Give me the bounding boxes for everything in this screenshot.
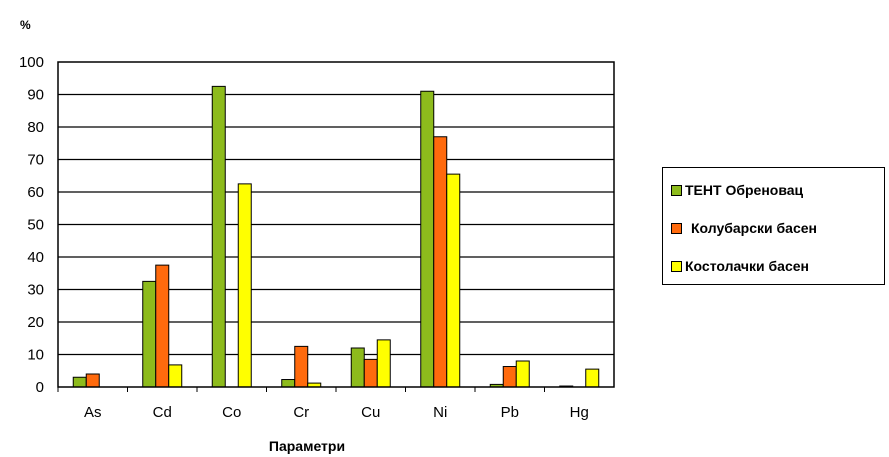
legend-label: ТЕНТ Обреновац (685, 182, 804, 198)
legend: ТЕНТ Обреновац Колубарски басен Костолач… (662, 167, 885, 285)
x-tick-label: Ni (433, 404, 447, 421)
y-tick-labels: 0 10 20 30 40 50 60 70 80 90 100 (19, 54, 44, 396)
gridlines (58, 93, 614, 356)
legend-item-kostolac: Костолачки басен (671, 258, 809, 274)
bar-as-series-2 (85, 373, 100, 388)
y-tick-label: 90 (27, 87, 44, 104)
x-tick-label: Cr (293, 404, 309, 421)
bar-hg-series-3 (585, 368, 600, 388)
legend-label: Колубарски басен (691, 220, 817, 236)
y-tick-label: 70 (27, 152, 44, 169)
plot-frame (57, 61, 615, 388)
legend-item-tent: ТЕНТ Обреновац (671, 182, 803, 198)
x-tick-label: Pb (501, 404, 519, 421)
bar-cd-series-3 (168, 364, 183, 388)
y-tick-label: 50 (27, 217, 44, 234)
bar-cu-series-1 (350, 347, 365, 388)
legend-swatch (671, 184, 682, 196)
y-tick-label: 0 (36, 379, 44, 396)
x-tick-label: Cu (361, 404, 380, 421)
y-tick-label: 20 (27, 314, 44, 331)
bar-pb-series-3 (515, 360, 530, 388)
bars (72, 85, 600, 388)
x-tick-label: Cd (153, 404, 172, 421)
y-tick-label: 80 (27, 119, 44, 136)
x-tick-label: As (84, 404, 102, 421)
bar-pb-series-2 (502, 366, 517, 388)
x-tick-label: Co (222, 404, 241, 421)
legend-swatch (671, 260, 682, 272)
bar-ni-series-2 (433, 136, 448, 388)
bar-cu-series-3 (376, 339, 391, 388)
legend-label: Костолачки басен (685, 258, 809, 274)
bar-cr-series-2 (294, 345, 309, 388)
x-tick-label: Hg (570, 404, 589, 421)
y-tick-label: 10 (27, 347, 44, 364)
bar-co-series-1 (211, 85, 226, 388)
bar-ni-series-3 (446, 173, 461, 388)
legend-swatch (671, 222, 682, 234)
legend-item-kolubara: Колубарски басен (671, 220, 817, 236)
bar-ni-series-1 (420, 90, 435, 388)
y-unit-label: % (20, 18, 31, 32)
x-tick-labels: As Cd Co Cr Cu Ni Pb Hg (57, 387, 589, 421)
bar-as-series-1 (72, 376, 87, 388)
y-tick-label: 30 (27, 282, 44, 299)
bar-cd-series-1 (142, 280, 157, 388)
bar-co-series-3 (237, 183, 252, 388)
bar-cu-series-2 (363, 358, 378, 388)
y-tick-label: 100 (19, 54, 44, 71)
x-axis-title: Параметри (269, 438, 345, 454)
bar-cr-series-1 (281, 379, 296, 388)
y-tick-label: 60 (27, 184, 44, 201)
y-tick-label: 40 (27, 249, 44, 266)
bar-cd-series-2 (155, 264, 170, 388)
